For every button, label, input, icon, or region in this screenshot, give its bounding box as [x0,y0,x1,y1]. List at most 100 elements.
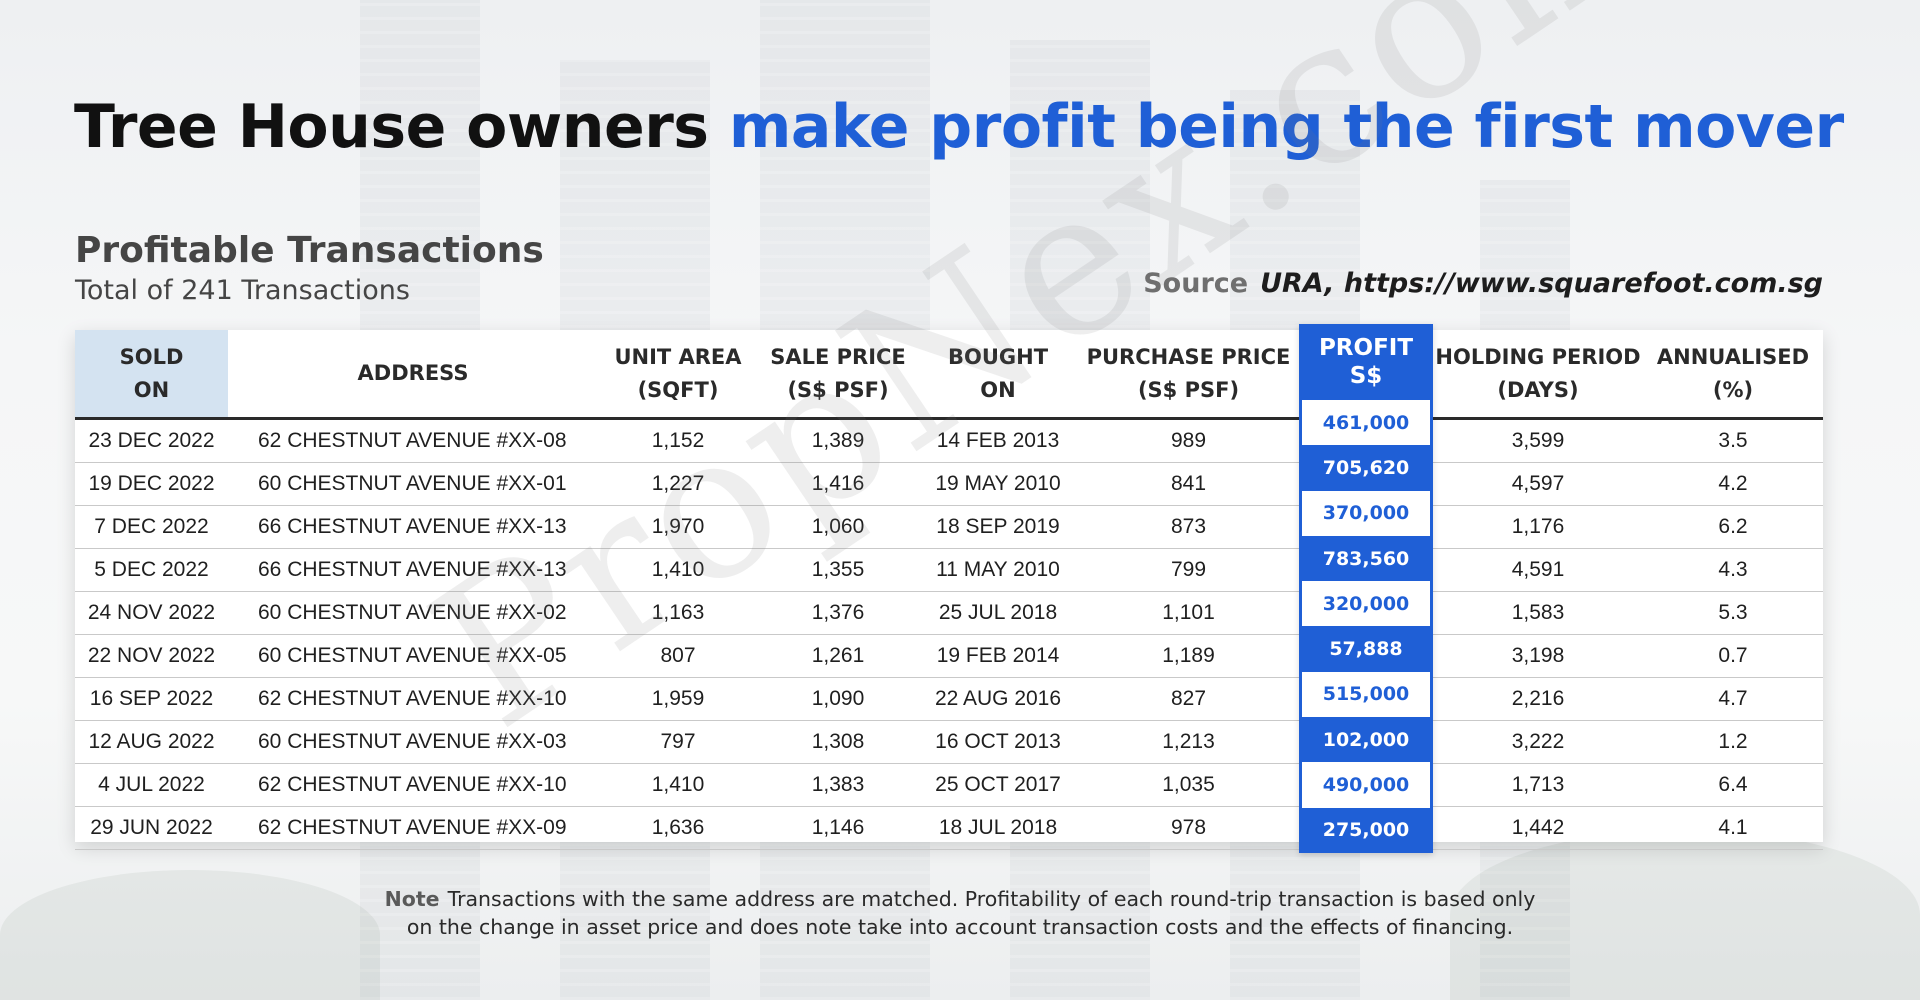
cell-sale-price: 1,383 [758,763,918,807]
header-annualised: ANNUALISED (%) [1643,330,1823,420]
cell-holding-period: 3,222 [1433,720,1643,764]
cell-address: 60 CHESTNUT AVENUE #XX-05 [228,634,598,678]
cell-holding-period: 4,597 [1433,462,1643,506]
cell-purchase-price: 978 [1078,806,1299,850]
profit-value: 461,000 [1302,400,1430,446]
cell-bought-on: 16 OCT 2013 [918,720,1078,764]
source-line: Source URA, https://www.squarefoot.com.sg [1143,268,1823,299]
cell-annualised: 6.4 [1643,763,1823,807]
table-header-row: SOLD ON ADDRESS UNIT AREA (SQFT) SALE PRIC… [75,330,1823,420]
cell-annualised: 4.3 [1643,548,1823,592]
cell-annualised: 0.7 [1643,634,1823,678]
cell-bought-on: 22 AUG 2016 [918,677,1078,721]
profit-value: 275,000 [1299,807,1433,853]
cell-sold-on: 23 DEC 2022 [75,418,228,463]
footnote-label: Note [384,887,440,911]
table-row: 22 NOV 2022 60 CHESTNUT AVENUE #XX-05 80… [75,634,1823,678]
profit-value: 57,888 [1299,626,1433,672]
cell-unit-area: 807 [598,634,758,678]
cell-bought-on: 18 JUL 2018 [918,806,1078,850]
header-bought-on: BOUGHT ON [918,330,1078,420]
transaction-count: Total of 241 Transactions [75,275,410,306]
cell-annualised: 4.7 [1643,677,1823,721]
cell-unit-area: 1,636 [598,806,758,850]
cell-sold-on: 19 DEC 2022 [75,462,228,506]
cell-sold-on: 29 JUN 2022 [75,806,228,850]
cell-address: 60 CHESTNUT AVENUE #XX-01 [228,462,598,506]
cell-bought-on: 19 FEB 2014 [918,634,1078,678]
cell-address: 66 CHESTNUT AVENUE #XX-13 [228,505,598,549]
cell-sold-on: 7 DEC 2022 [75,505,228,549]
cell-sale-price: 1,416 [758,462,918,506]
profit-value: 783,560 [1299,535,1433,582]
title-part-blue: make profit being the first mover [728,92,1844,162]
cell-unit-area: 1,410 [598,763,758,807]
title-part-dark: Tree House owners [74,92,709,162]
cell-sale-price: 1,060 [758,505,918,549]
cell-annualised: 1.2 [1643,720,1823,764]
table-row: 19 DEC 2022 60 CHESTNUT AVENUE #XX-01 1,… [75,462,1823,506]
profit-value: 705,620 [1299,445,1433,491]
cell-unit-area: 1,227 [598,462,758,506]
cell-holding-period: 1,176 [1433,505,1643,549]
cell-purchase-price: 841 [1078,462,1299,506]
header-unit-area: UNIT AREA (SQFT) [598,330,758,420]
cell-bought-on: 18 SEP 2019 [918,505,1078,549]
cell-purchase-price: 1,189 [1078,634,1299,678]
table-row: 5 DEC 2022 66 CHESTNUT AVENUE #XX-13 1,4… [75,548,1823,592]
cell-sold-on: 5 DEC 2022 [75,548,228,592]
cell-unit-area: 1,959 [598,677,758,721]
cell-bought-on: 14 FEB 2013 [918,418,1078,463]
cell-address: 62 CHESTNUT AVENUE #XX-08 [228,418,598,463]
profit-value: 490,000 [1302,762,1430,808]
cell-purchase-price: 799 [1078,548,1299,592]
table-row: 4 JUL 2022 62 CHESTNUT AVENUE #XX-10 1,4… [75,763,1823,807]
cell-sale-price: 1,376 [758,591,918,635]
profit-header-line2: S$ [1349,363,1383,389]
footnote-text-1: Transactions with the same address are m… [447,887,1536,911]
cell-purchase-price: 989 [1078,418,1299,463]
footnote-text-2: on the change in asset price and does no… [406,915,1514,939]
cell-sold-on: 22 NOV 2022 [75,634,228,678]
cell-unit-area: 797 [598,720,758,764]
cell-sale-price: 1,355 [758,548,918,592]
cell-sold-on: 4 JUL 2022 [75,763,228,807]
profit-header: PROFIT S$ [1299,324,1433,400]
cell-sale-price: 1,308 [758,720,918,764]
cell-purchase-price: 873 [1078,505,1299,549]
header-sale-price: SALE PRICE (S$ PSF) [758,330,918,420]
cell-address: 62 CHESTNUT AVENUE #XX-09 [228,806,598,850]
cell-unit-area: 1,152 [598,418,758,463]
cell-sale-price: 1,090 [758,677,918,721]
cell-purchase-price: 827 [1078,677,1299,721]
cell-annualised: 3.5 [1643,418,1823,463]
footnote-line-1: Note Transactions with the same address a… [0,885,1920,913]
header-purchase-price: PURCHASE PRICE (S$ PSF) [1078,330,1299,420]
cell-holding-period: 4,591 [1433,548,1643,592]
cell-sold-on: 24 NOV 2022 [75,591,228,635]
table-row: 12 AUG 2022 60 CHESTNUT AVENUE #XX-03 79… [75,720,1823,764]
cell-bought-on: 11 MAY 2010 [918,548,1078,592]
source-label: Source [1143,268,1249,299]
cell-bought-on: 19 MAY 2010 [918,462,1078,506]
table-row: 16 SEP 2022 62 CHESTNUT AVENUE #XX-10 1,… [75,677,1823,721]
cell-address: 66 CHESTNUT AVENUE #XX-13 [228,548,598,592]
profit-value: 515,000 [1302,671,1430,718]
profit-value: 370,000 [1302,490,1430,536]
cell-unit-area: 1,163 [598,591,758,635]
header-sold-on: SOLD ON [75,330,228,420]
cell-bought-on: 25 OCT 2017 [918,763,1078,807]
cell-holding-period: 1,583 [1433,591,1643,635]
transactions-table: SOLD ON ADDRESS UNIT AREA (SQFT) SALE PRIC… [75,330,1823,850]
cell-bought-on: 25 JUL 2018 [918,591,1078,635]
footnote: Note Transactions with the same address a… [0,885,1920,941]
cell-address: 60 CHESTNUT AVENUE #XX-02 [228,591,598,635]
cell-purchase-price: 1,035 [1078,763,1299,807]
profit-header-line1: PROFIT [1318,335,1414,361]
cell-address: 60 CHESTNUT AVENUE #XX-03 [228,720,598,764]
table-row: 7 DEC 2022 66 CHESTNUT AVENUE #XX-13 1,9… [75,505,1823,549]
cell-sale-price: 1,146 [758,806,918,850]
cell-holding-period: 2,216 [1433,677,1643,721]
cell-sold-on: 16 SEP 2022 [75,677,228,721]
cell-purchase-price: 1,213 [1078,720,1299,764]
